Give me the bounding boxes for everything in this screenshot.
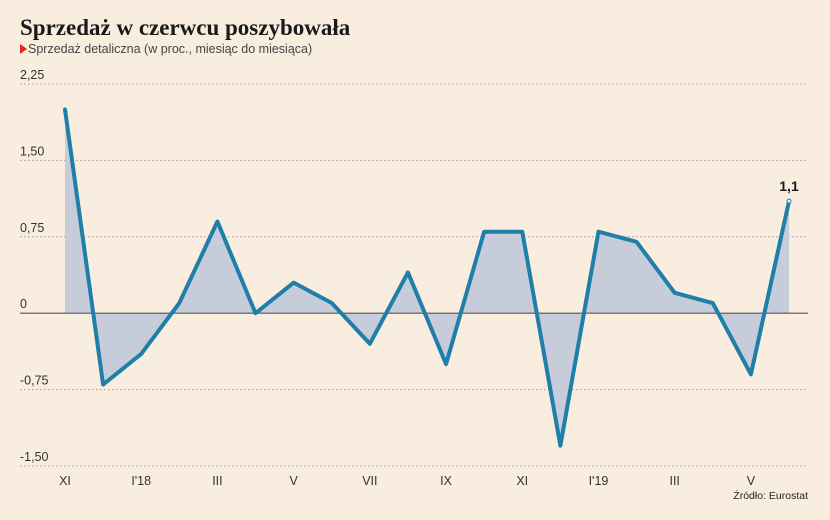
y-tick-label: -1,50 (20, 450, 49, 464)
x-tick-label: IX (440, 474, 452, 488)
data-label: 1,1 (779, 178, 799, 194)
x-tick-label: VII (362, 474, 377, 488)
x-tick-label: V (289, 474, 298, 488)
x-tick-label: III (669, 474, 679, 488)
red-triangle-icon (20, 44, 27, 54)
area-layer (65, 109, 789, 446)
y-tick-label: -0,75 (20, 374, 49, 388)
y-tick-label: 1,50 (20, 144, 44, 158)
x-tick-label: I'19 (589, 474, 609, 488)
series-line (63, 107, 791, 448)
source-note: Źródło: Eurostat (733, 490, 808, 502)
x-tick-label: V (747, 474, 756, 488)
series-area (65, 109, 789, 446)
grid-layer: 2,25 1,50 0,75 0 -0,75 -1,50 XI I'18 III V VII IX XI… (20, 68, 808, 488)
endpoint-marker (786, 198, 792, 204)
y-tick-label: 0 (20, 297, 27, 311)
y-tick-label: 2,25 (20, 68, 44, 82)
chart-subtitle: Sprzedaż detaliczna (w proc., miesiąc do… (20, 42, 312, 56)
x-tick-label: I'18 (131, 474, 151, 488)
line-layer (63, 107, 791, 448)
x-tick-label: XI (59, 474, 71, 488)
label-layer: 1,1 (779, 178, 799, 204)
y-tick-label: 0,75 (20, 221, 44, 235)
x-tick-label: XI (516, 474, 528, 488)
x-tick-label: III (212, 474, 222, 488)
chart-title: Sprzedaż w czerwcu poszybowała (20, 15, 351, 40)
subtitle-text: Sprzedaż detaliczna (w proc., miesiąc do… (28, 42, 313, 56)
